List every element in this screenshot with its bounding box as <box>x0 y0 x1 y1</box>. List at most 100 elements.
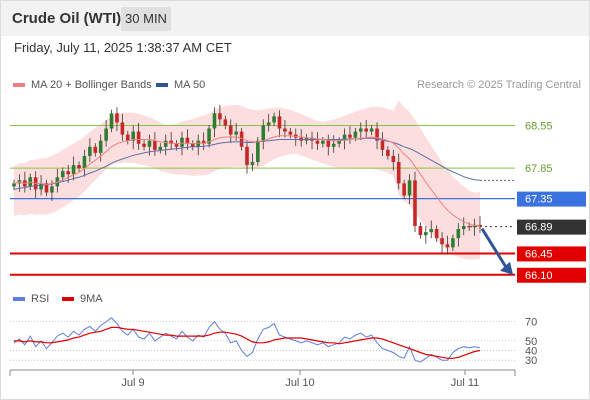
candle-body <box>261 125 266 141</box>
main-legend-ma20: MA 20 + Bollinger Bands <box>13 79 152 91</box>
candle-body <box>98 140 103 153</box>
candle-body <box>109 113 114 129</box>
candle-body <box>93 146 98 153</box>
candle-body <box>77 165 81 169</box>
candle-body <box>169 140 173 144</box>
candle-body <box>364 128 369 132</box>
candle-body <box>142 143 146 147</box>
candle-body <box>234 131 238 135</box>
level-tag-66.89 <box>517 219 586 235</box>
rsi-tick-40: 40 <box>525 346 537 358</box>
candle-body <box>147 140 152 147</box>
candle-body <box>315 140 320 144</box>
candle-body <box>125 134 130 141</box>
rsi-legend-swatch <box>13 297 25 301</box>
ma9-legend-swatch <box>62 297 74 301</box>
candle-body <box>185 137 190 144</box>
candle-body <box>321 140 325 144</box>
candle-body <box>413 180 417 227</box>
level-label-66.45: 66.45 <box>525 248 553 260</box>
candle-body <box>418 226 423 236</box>
candle-body <box>66 171 70 175</box>
ma9-legend-label: 9MA <box>80 293 103 305</box>
candle-body <box>228 125 233 135</box>
candle-body <box>136 131 141 144</box>
candle-body <box>337 140 341 144</box>
forecast-arrow <box>480 227 509 270</box>
forecast-arrowhead <box>500 261 513 275</box>
rsi-legend-rsi: RSI <box>13 293 49 305</box>
candle-body <box>380 140 385 150</box>
candle-body <box>120 122 125 135</box>
candle-body <box>391 155 396 163</box>
ma20-line <box>13 135 481 227</box>
bollinger-band <box>14 100 480 260</box>
rsi-tick-70: 70 <box>525 317 537 329</box>
candle-body <box>60 171 65 178</box>
candle-body <box>201 140 206 144</box>
candle-body <box>44 183 49 193</box>
candle-body <box>472 224 477 228</box>
candle-body <box>342 134 347 141</box>
level-tag-66.45 <box>517 246 586 262</box>
candle-body <box>196 140 201 147</box>
candle-body <box>407 180 412 196</box>
candle-body <box>331 143 336 147</box>
candle-body <box>467 226 471 228</box>
level-label-66.10: 66.10 <box>525 270 553 282</box>
candle-body <box>88 146 92 156</box>
candle-body <box>180 137 184 147</box>
ma20-legend-label: MA 20 + Bollinger Bands <box>31 79 152 91</box>
candle-body <box>163 140 168 147</box>
candle-body <box>440 238 444 245</box>
rsi-legend-9ma: 9MA <box>62 293 103 305</box>
level-tag-66.10 <box>517 267 586 283</box>
candle-body <box>158 146 163 150</box>
candle-body <box>353 131 358 138</box>
candle-body <box>223 119 228 126</box>
chart-datetime: Friday, July 11, 2025 1:38:37 AM CET <box>14 40 232 55</box>
candle-body <box>369 128 374 132</box>
research-credit: Research © 2025 Trading Central <box>416 79 581 91</box>
candle-body <box>348 134 352 138</box>
candle-body <box>191 143 195 147</box>
x-tick-label-Jul-11: Jul 11 <box>451 377 480 389</box>
candle-body <box>104 128 108 141</box>
candle-body <box>326 140 331 147</box>
candle-body <box>153 140 157 150</box>
candle-body <box>174 143 179 147</box>
candle-body <box>272 116 276 123</box>
main-legend-ma50: MA 50 <box>156 79 205 91</box>
candle-body <box>358 128 363 132</box>
candle-body <box>451 238 455 248</box>
level-label-68.55: 68.55 <box>525 120 553 132</box>
x-tick-label-Jul-9: Jul 9 <box>121 377 144 389</box>
candle-body <box>288 131 293 135</box>
candle-body <box>434 229 439 239</box>
timeframe-badge[interactable]: 30 MIN <box>121 7 171 31</box>
candle-body <box>424 232 428 236</box>
candle-body <box>456 229 461 239</box>
candle-body <box>50 186 54 193</box>
candle-body <box>82 155 87 169</box>
rsi-tick-50: 50 <box>525 336 537 348</box>
candle-body <box>461 226 466 230</box>
ma50-line <box>13 137 481 190</box>
candle-body <box>212 113 217 129</box>
chart-header <box>0 0 590 36</box>
ma20-legend-swatch <box>13 83 25 87</box>
candle-body <box>266 122 271 126</box>
candle-body <box>239 131 244 147</box>
candle-body <box>396 162 401 184</box>
candle-body <box>12 183 16 187</box>
rsi-tick-30: 30 <box>525 355 537 367</box>
level-tag-67.35 <box>517 191 586 207</box>
candle-body <box>445 244 450 248</box>
candle-body <box>402 183 406 196</box>
candle-body <box>207 128 211 144</box>
rsi-9ma-line <box>14 326 481 359</box>
candle-body <box>131 131 136 141</box>
ma50-legend-label: MA 50 <box>174 79 206 91</box>
candle-body <box>283 128 287 132</box>
